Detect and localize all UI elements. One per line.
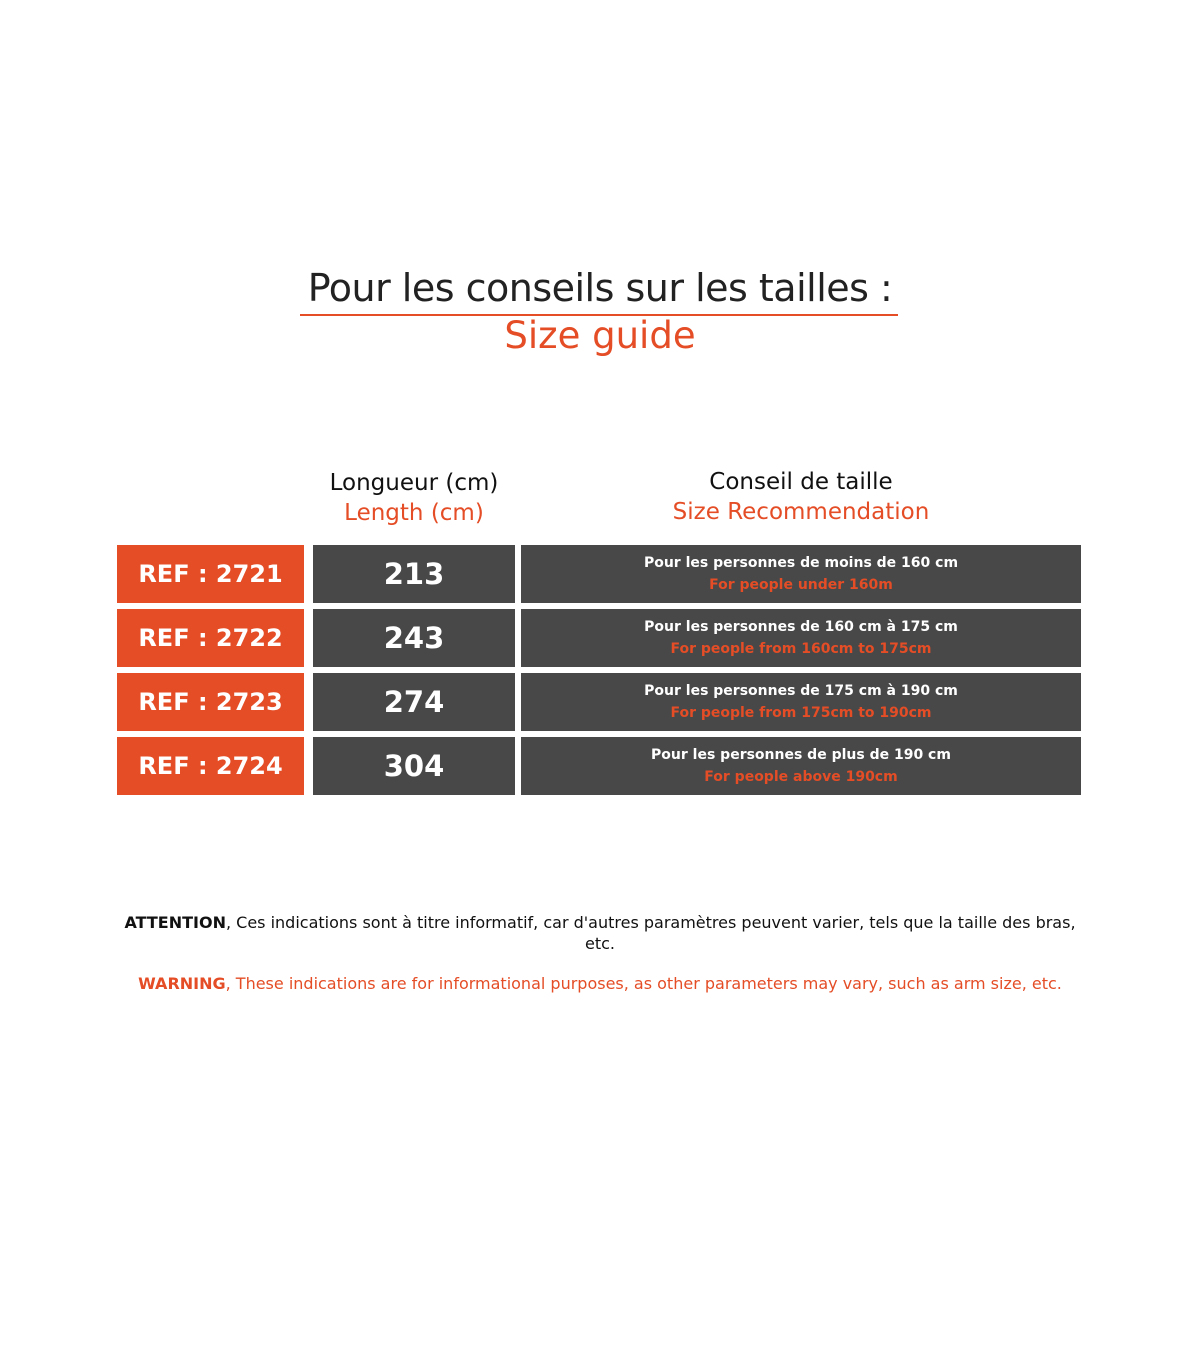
title-english: Size guide <box>504 314 696 357</box>
ref-cell: REF : 2723 <box>117 673 304 731</box>
header-length-en: Length (cm) <box>344 500 484 526</box>
rec-en: For people under 160m <box>709 577 893 593</box>
length-cell: 274 <box>313 673 515 731</box>
ref-cell: REF : 2721 <box>117 545 304 603</box>
recommendation-cell: Pour les personnes de 175 cm à 190 cm Fo… <box>521 673 1081 731</box>
title-french: Pour les conseils sur les tailles : <box>307 266 893 310</box>
length-cell: 213 <box>313 545 515 603</box>
note-english: WARNING, These indications are for infor… <box>115 973 1085 994</box>
recommendation-cell: Pour les personnes de 160 cm à 175 cm Fo… <box>521 609 1081 667</box>
recommendation-cell: Pour les personnes de moins de 160 cm Fo… <box>521 545 1081 603</box>
rec-fr: Pour les personnes de 160 cm à 175 cm <box>644 619 958 635</box>
note-en-bold: WARNING <box>138 974 226 993</box>
header-recommendation: Conseil de taille Size Recommendation <box>521 467 1081 527</box>
rec-en: For people from 160cm to 175cm <box>670 641 932 657</box>
length-cell: 243 <box>313 609 515 667</box>
ref-cell: REF : 2722 <box>117 609 304 667</box>
header-length-fr: Longueur (cm) <box>329 470 499 496</box>
note-fr-bold: ATTENTION <box>124 913 226 932</box>
header-length: Longueur (cm) Length (cm) <box>313 468 515 528</box>
header-rec-en: Size Recommendation <box>672 499 930 525</box>
rec-fr: Pour les personnes de moins de 160 cm <box>643 555 959 571</box>
header-rec-fr: Conseil de taille <box>709 469 893 495</box>
length-cell: 304 <box>313 737 515 795</box>
note-en-text: , These indications are for informationa… <box>225 974 1062 993</box>
note-french: ATTENTION, Ces indications sont à titre … <box>115 912 1085 954</box>
recommendation-cell: Pour les personnes de plus de 190 cm For… <box>521 737 1081 795</box>
rec-en: For people from 175cm to 190cm <box>670 705 932 721</box>
title-underline <box>300 314 898 316</box>
rec-en: For people above 190cm <box>704 769 898 785</box>
note-fr-text: , Ces indications sont à titre informati… <box>225 913 1076 953</box>
ref-cell: REF : 2724 <box>117 737 304 795</box>
rec-fr: Pour les personnes de plus de 190 cm <box>651 747 951 763</box>
rec-fr: Pour les personnes de 175 cm à 190 cm <box>644 683 958 699</box>
